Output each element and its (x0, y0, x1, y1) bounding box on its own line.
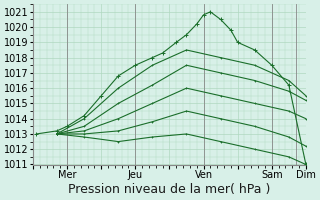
X-axis label: Pression niveau de la mer( hPa ): Pression niveau de la mer( hPa ) (68, 183, 271, 196)
